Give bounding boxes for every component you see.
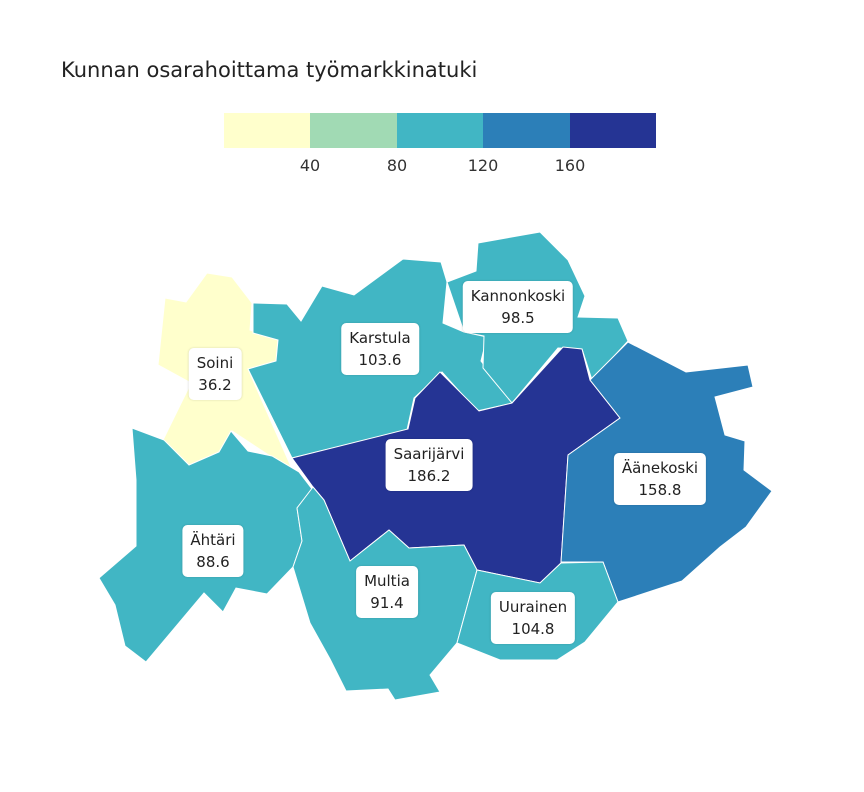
region-value: 88.6 — [196, 553, 230, 571]
label-soini: Soini 36.2 — [188, 348, 242, 400]
region-name: Äänekoski — [621, 459, 699, 477]
legend-swatch-1 — [224, 113, 311, 148]
label-karstula: Karstula 103.6 — [341, 323, 419, 375]
region-value: 98.5 — [501, 309, 535, 327]
label-saarijarvi: Saarijärvi 186.2 — [385, 439, 473, 491]
region-name: Uurainen — [498, 598, 568, 616]
legend-swatch-5 — [569, 113, 657, 148]
region-name: Kannonkoski — [470, 287, 566, 305]
color-legend — [224, 113, 657, 148]
label-aanekoski: Äänekoski 158.8 — [613, 453, 707, 505]
legend-tick: 40 — [299, 156, 321, 175]
region-name: Saarijärvi — [393, 445, 465, 463]
label-uurainen: Uurainen 104.8 — [490, 592, 576, 644]
legend-swatch-2 — [310, 113, 397, 148]
region-value: 91.4 — [370, 594, 404, 612]
region-name: Soini — [196, 354, 234, 372]
legend-tick: 80 — [386, 156, 408, 175]
label-ahtari: Ähtäri 88.6 — [182, 525, 244, 577]
legend-tick: 160 — [554, 156, 586, 175]
region-value: 104.8 — [511, 620, 555, 638]
legend-tick: 120 — [467, 156, 499, 175]
region-value: 36.2 — [198, 376, 232, 394]
region-name: Karstula — [349, 329, 411, 347]
region-name: Ähtäri — [190, 531, 236, 549]
map-title: Kunnan osarahoittama työmarkkinatuki — [61, 58, 478, 82]
region-value: 103.6 — [358, 351, 402, 369]
label-kannonkoski: Kannonkoski 98.5 — [462, 281, 574, 333]
region-name: Multia — [364, 572, 410, 590]
region-value: 158.8 — [638, 481, 682, 499]
legend-swatch-3 — [396, 113, 484, 148]
region-value: 186.2 — [407, 467, 451, 485]
legend-swatch-4 — [483, 113, 570, 148]
label-multia: Multia 91.4 — [356, 566, 418, 618]
